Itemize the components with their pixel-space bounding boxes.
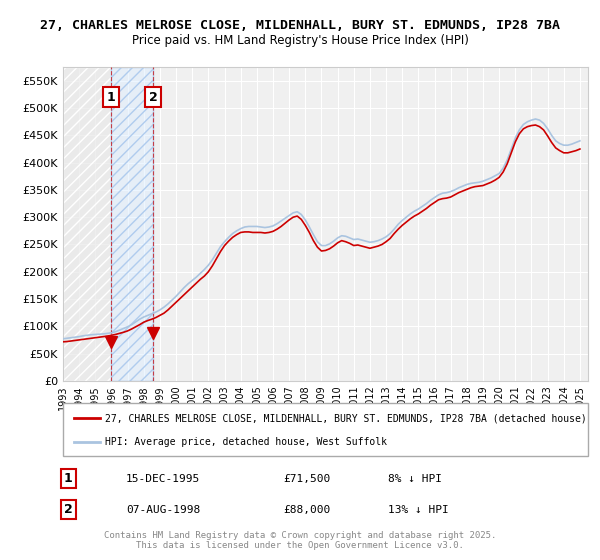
Text: 1: 1 xyxy=(64,472,73,486)
Text: 8% ↓ HPI: 8% ↓ HPI xyxy=(389,474,443,484)
Text: 2: 2 xyxy=(149,91,158,104)
FancyBboxPatch shape xyxy=(63,403,588,456)
Text: HPI: Average price, detached house, West Suffolk: HPI: Average price, detached house, West… xyxy=(105,436,387,446)
Text: £71,500: £71,500 xyxy=(284,474,331,484)
Text: £88,000: £88,000 xyxy=(284,505,331,515)
Text: 07-AUG-1998: 07-AUG-1998 xyxy=(126,505,200,515)
Bar xyxy=(63,67,111,381)
Bar xyxy=(111,67,153,381)
Bar xyxy=(63,67,111,381)
Text: 15-DEC-1995: 15-DEC-1995 xyxy=(126,474,200,484)
Text: 1: 1 xyxy=(106,91,115,104)
Text: Contains HM Land Registry data © Crown copyright and database right 2025.
This d: Contains HM Land Registry data © Crown c… xyxy=(104,530,496,550)
Text: 27, CHARLES MELROSE CLOSE, MILDENHALL, BURY ST. EDMUNDS, IP28 7BA: 27, CHARLES MELROSE CLOSE, MILDENHALL, B… xyxy=(40,18,560,32)
Text: 2: 2 xyxy=(64,503,73,516)
Text: 13% ↓ HPI: 13% ↓ HPI xyxy=(389,505,449,515)
Bar xyxy=(111,67,153,381)
Text: 27, CHARLES MELROSE CLOSE, MILDENHALL, BURY ST. EDMUNDS, IP28 7BA (detached hous: 27, CHARLES MELROSE CLOSE, MILDENHALL, B… xyxy=(105,413,587,423)
Text: Price paid vs. HM Land Registry's House Price Index (HPI): Price paid vs. HM Land Registry's House … xyxy=(131,34,469,47)
